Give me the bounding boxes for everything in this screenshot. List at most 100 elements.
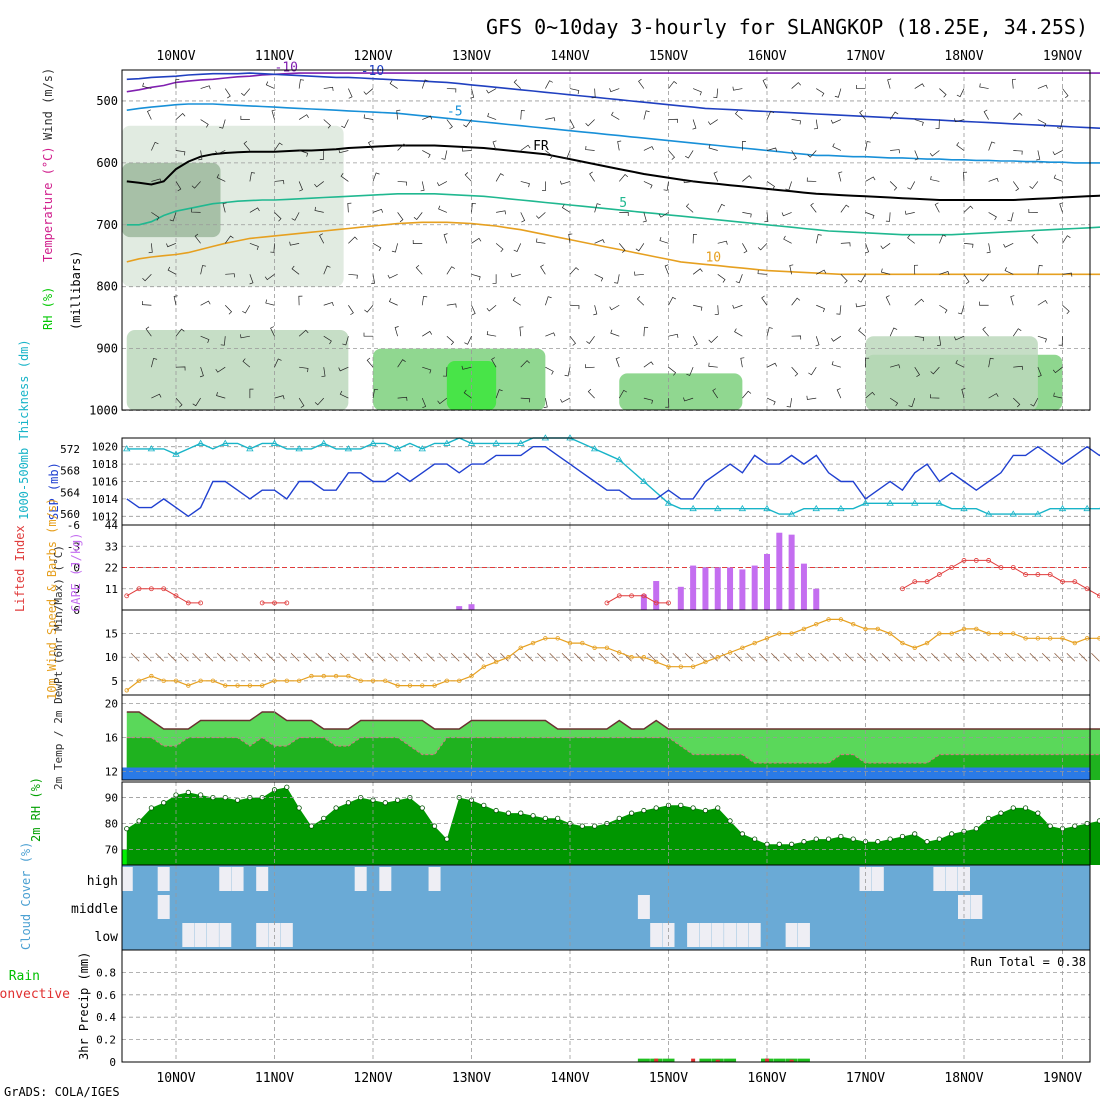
wind-barb: [742, 243, 748, 254]
wind-barb: [808, 366, 817, 376]
wind10-marker: [136, 678, 142, 684]
wind-barb: [610, 329, 620, 337]
x-tick-label-top: 11NOV: [255, 49, 294, 64]
wind-barb: [858, 327, 866, 337]
wind-barb: [1062, 88, 1069, 99]
wind10-marker: [900, 640, 905, 646]
wind10-marker: [617, 650, 622, 655]
wind-barb: [963, 205, 974, 213]
wind-barb: [786, 398, 792, 408]
rh2m-marker: [395, 797, 401, 803]
wind-barb: [486, 331, 497, 337]
wind-barb: [274, 180, 285, 185]
wind-barb: [816, 88, 825, 97]
precip-tick-label: 0: [109, 1056, 116, 1069]
wind10-marker: [580, 640, 585, 646]
x-tick-label-top: 16NOV: [747, 49, 786, 64]
wind-barb: [732, 86, 743, 91]
wind10-marker: [752, 640, 757, 646]
rh2m-marker: [752, 836, 758, 842]
wind10-barb: [327, 652, 337, 662]
wind-barb: [569, 88, 580, 95]
wind-barb: [740, 357, 745, 368]
wind-barb: [265, 299, 275, 306]
wind-barb: [491, 357, 497, 368]
wind-barb: [543, 398, 548, 408]
wind-barb: [298, 181, 303, 192]
rh2m-marker: [678, 802, 684, 808]
wind10-barb: [229, 652, 238, 662]
wind-barb: [585, 119, 595, 127]
wind-barb: [224, 235, 234, 244]
wind-barb: [471, 237, 482, 244]
wind-barb: [1037, 299, 1048, 306]
wind-barb: [175, 113, 186, 120]
wind-barb: [412, 240, 423, 245]
cloud-cell-middle: [157, 895, 170, 919]
rh-shade: [619, 373, 743, 411]
wind-barb: [930, 366, 940, 375]
precip-convective-bar: [654, 1058, 659, 1062]
wind-barb: [520, 212, 526, 223]
wind-barb: [314, 181, 324, 188]
thickness-marker: [763, 504, 771, 512]
cape-bar: [751, 565, 758, 610]
wind-barb: [443, 233, 448, 244]
wind-barb: [1003, 243, 1014, 248]
wind10-marker: [740, 645, 745, 650]
wind10-marker: [801, 626, 807, 632]
wind-barb: [618, 243, 626, 253]
wind-barb: [766, 181, 775, 190]
wind-barb: [219, 119, 226, 129]
run-total-annotation: Run Total = 0.38: [970, 955, 1086, 969]
wind10-marker: [296, 678, 302, 684]
wind-barb: [461, 147, 472, 152]
footer-credit: GrADS: COLA/IGES: [4, 1085, 120, 1099]
wind-barb: [840, 274, 848, 284]
wind-barb: [169, 212, 177, 222]
cloud-cell-high: [256, 867, 269, 891]
wind-barb: [151, 141, 159, 151]
wind-barb: [885, 212, 891, 222]
li-tick-label: 3: [73, 583, 80, 596]
rh2m-marker: [124, 826, 130, 832]
slp-tick-label: 1020: [92, 441, 119, 454]
wind-barb: [422, 115, 433, 120]
wind-barb: [717, 274, 726, 283]
ylabel-rh: RH (%): [41, 287, 55, 330]
precip-total-bar: [797, 1058, 810, 1062]
thickness-marker: [1083, 504, 1091, 512]
wind-barb: [668, 150, 675, 160]
wind-barb: [298, 295, 303, 306]
wind-barb: [372, 388, 379, 399]
wind-barb: [194, 233, 201, 244]
wind10-barb: [463, 652, 472, 662]
wind-barb: [742, 212, 752, 218]
rh2m-marker: [690, 805, 696, 811]
wind10-marker: [370, 678, 376, 684]
cape-bar: [690, 565, 697, 610]
li-line: [902, 559, 1100, 597]
wind-barb: [1062, 272, 1073, 277]
wind-barb: [734, 110, 743, 120]
rh2m-marker: [813, 836, 819, 842]
wind-barb: [791, 366, 799, 377]
thickness-marker: [492, 439, 500, 446]
li-marker: [900, 586, 905, 592]
wind10-barb: [303, 652, 312, 662]
wind-barb: [717, 240, 728, 245]
wind10-barb: [512, 652, 522, 662]
cloud-cell-high: [231, 867, 244, 891]
wind-barb: [323, 265, 331, 275]
wind-barb: [422, 330, 433, 337]
wind-barb: [1037, 367, 1042, 378]
wind-barb: [519, 326, 524, 337]
wind-barb: [832, 143, 842, 151]
wind-barb: [372, 208, 384, 213]
rh2m-marker: [296, 805, 302, 811]
wind-barb: [865, 212, 875, 220]
wind-barb: [175, 79, 180, 89]
thickness-marker: [664, 499, 673, 506]
wind10-frame: [121, 609, 1091, 696]
thickness-marker: [393, 445, 402, 452]
